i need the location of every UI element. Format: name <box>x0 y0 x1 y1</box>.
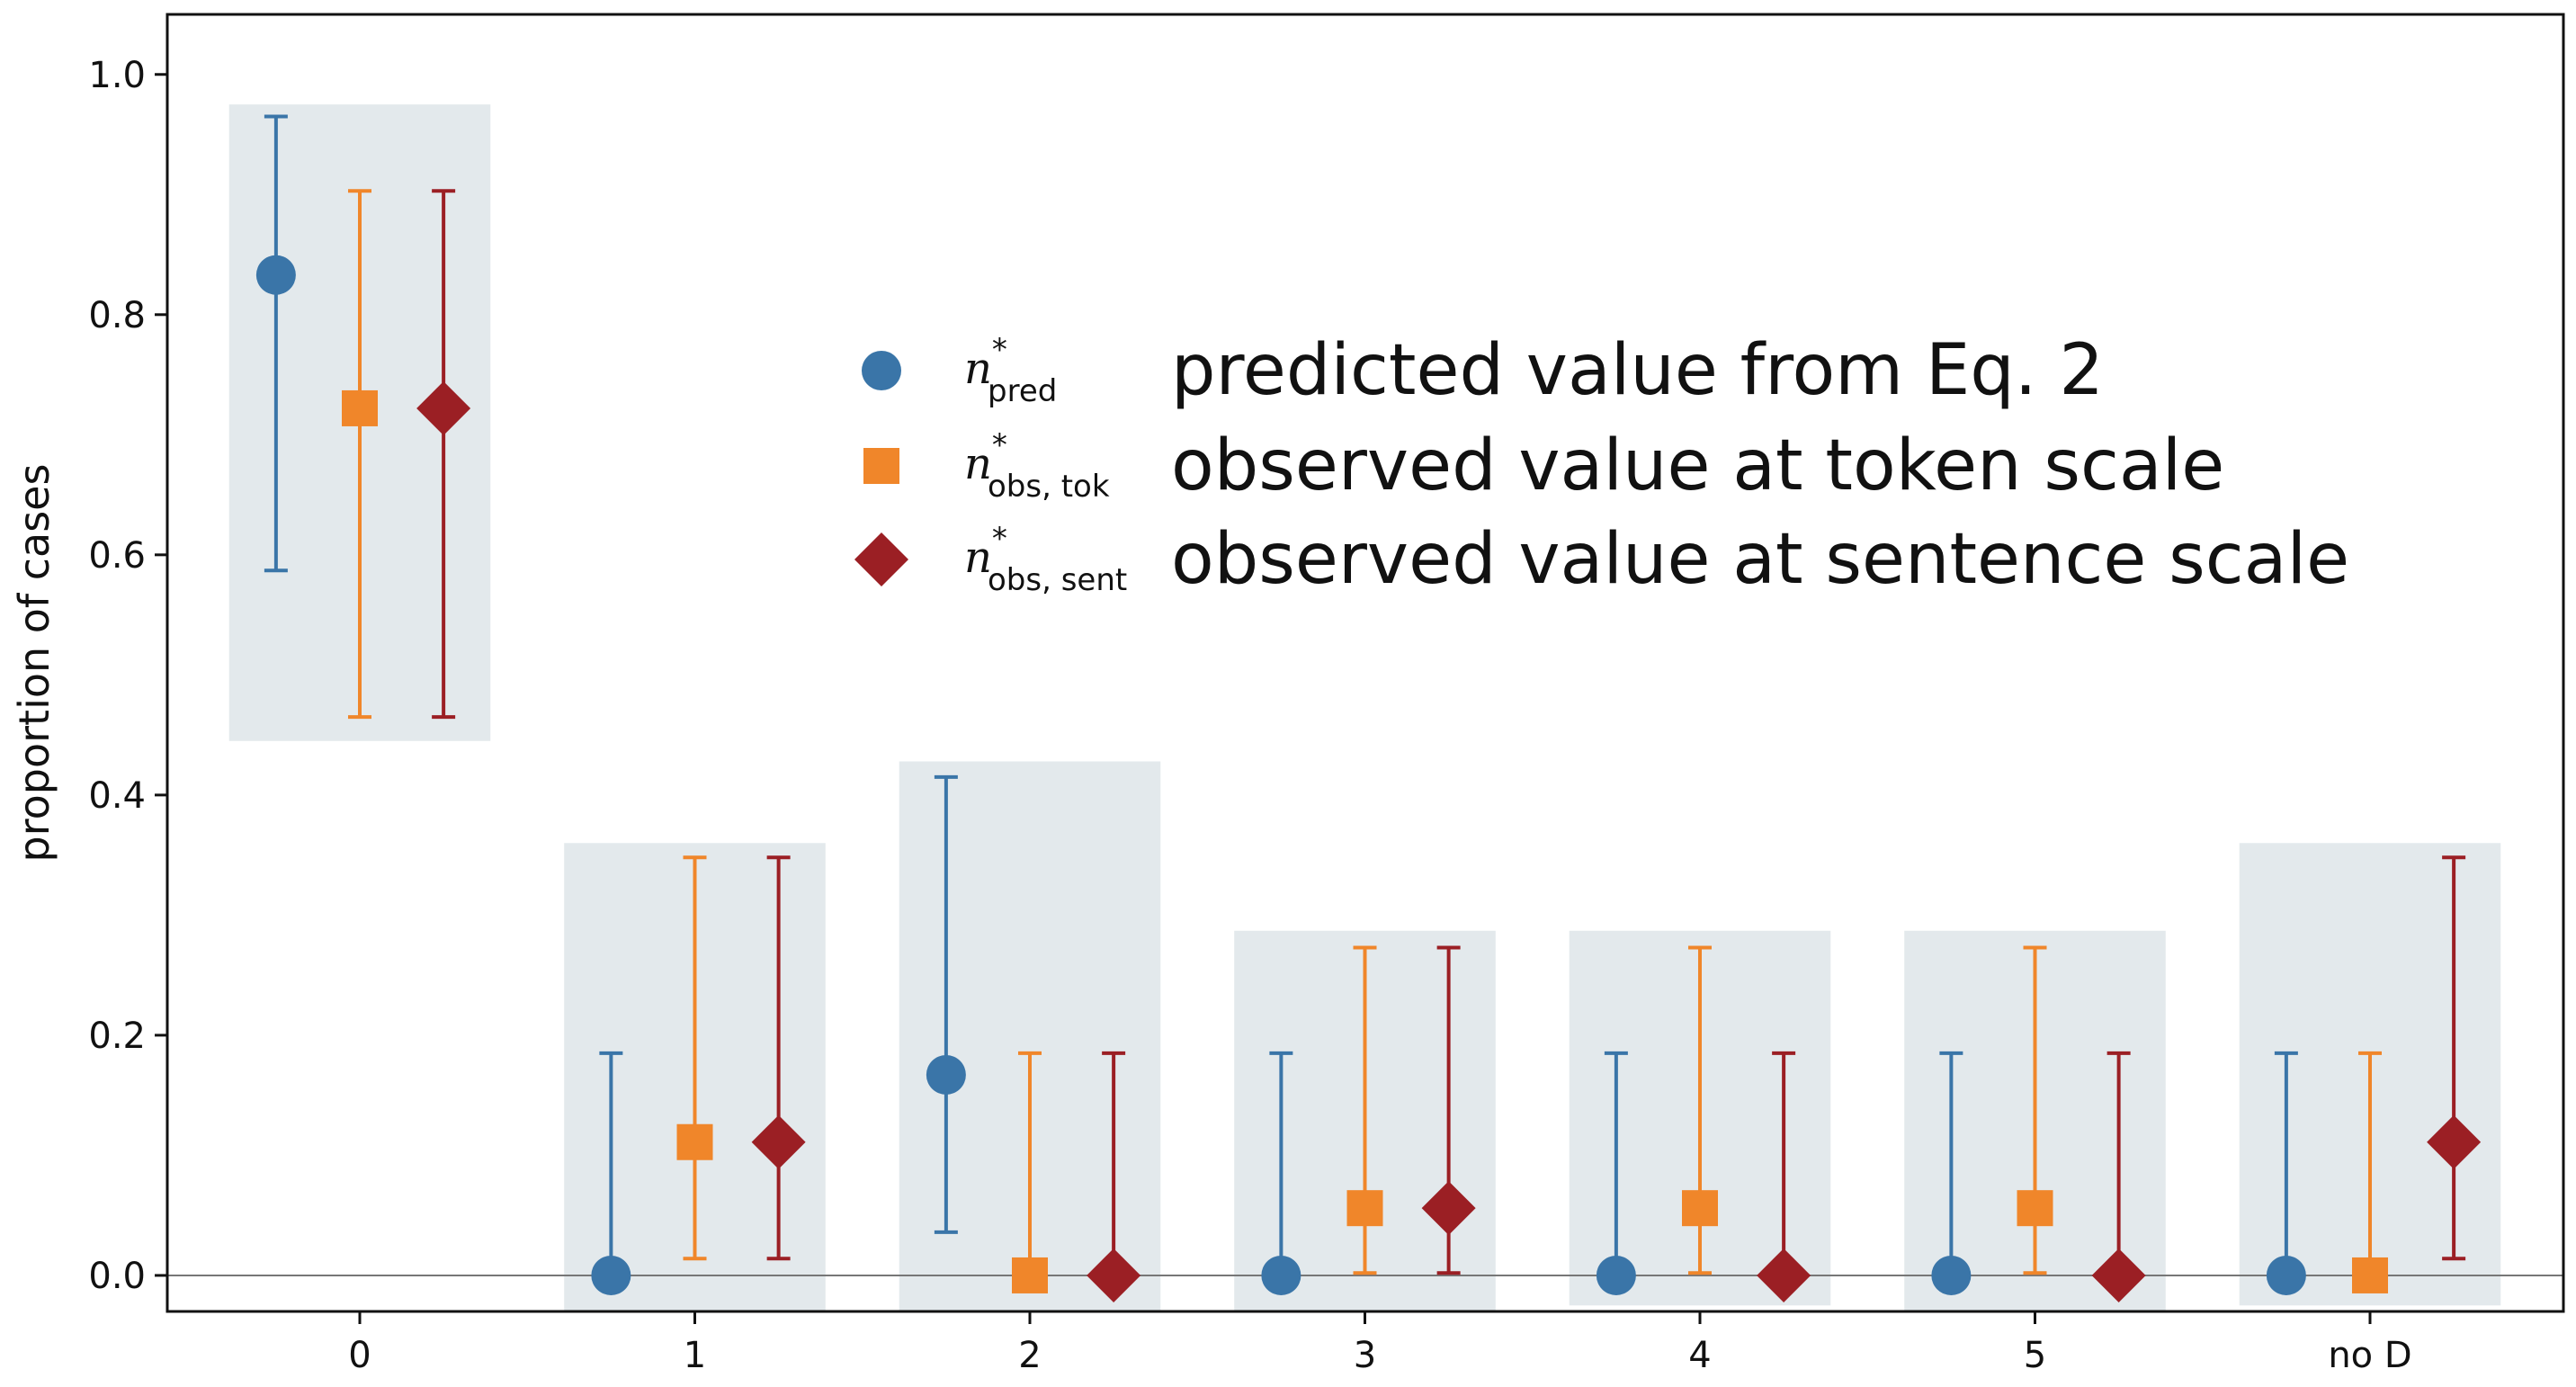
legend-marker-square <box>863 448 899 484</box>
x-tick-label: 3 <box>1354 1335 1376 1376</box>
y-tick-label: 1.0 <box>88 55 146 96</box>
point-circle-2 <box>926 1054 966 1095</box>
y-tick-label: 0.2 <box>88 1016 146 1057</box>
x-tick-label: 1 <box>684 1335 706 1376</box>
point-square-1 <box>676 1123 713 1160</box>
legend-symbol-circle: n* pred <box>964 332 1057 409</box>
legend-label-square: observed value at token scale <box>1171 425 2224 506</box>
point-diamond-5 <box>2091 1248 2146 1302</box>
x-tick-label: no D <box>2328 1335 2411 1376</box>
x-tick-label: 4 <box>1688 1335 1711 1376</box>
point-square-2 <box>1012 1257 1048 1293</box>
point-diamond-1 <box>751 1114 806 1169</box>
legend-label-diamond: observed value at sentence scale <box>1171 519 2349 600</box>
legend-symbol-diamond: n* obs, sent <box>964 521 1127 598</box>
y-axis: 0.0 0.2 0.4 0.6 0.8 1.0 <box>88 55 167 1297</box>
point-circle-1 <box>591 1255 631 1295</box>
point-circle-4 <box>1596 1255 1636 1295</box>
legend-marker-circle <box>862 351 901 390</box>
legend-marker-diamond <box>854 532 908 586</box>
data-marks <box>255 114 2482 1302</box>
x-axis: 0 1 2 3 4 5 no D <box>348 1311 2412 1376</box>
point-diamond-0 <box>416 380 471 435</box>
legend-symbol-square: n* obs, tok <box>964 427 1110 505</box>
x-tick-label: 0 <box>348 1335 371 1376</box>
x-tick-label: 5 <box>2024 1335 2046 1376</box>
point-circle-5 <box>1931 1255 1972 1295</box>
y-tick-label: 0.4 <box>88 775 146 817</box>
series-diamond <box>416 189 2482 1302</box>
point-diamond-3 <box>1421 1181 1476 1236</box>
point-diamond-2 <box>1087 1248 1141 1302</box>
point-diamond-no-D <box>2427 1114 2482 1169</box>
point-square-0 <box>342 389 378 426</box>
y-tick-label: 0.6 <box>88 535 146 577</box>
point-diamond-4 <box>1757 1248 1811 1302</box>
point-square-no-D <box>2352 1257 2388 1293</box>
series-square <box>342 189 2388 1293</box>
legend-label-circle: predicted value from Eq. 2 <box>1171 330 2104 411</box>
point-circle-0 <box>255 255 296 295</box>
y-axis-label: proportion of cases <box>10 464 58 863</box>
point-square-5 <box>2017 1190 2053 1227</box>
y-tick-label: 0.8 <box>88 295 146 336</box>
legend: n* pred predicted value from Eq. 2 n* obs, t… <box>854 330 2349 600</box>
x-tick-label: 2 <box>1018 1335 1041 1376</box>
series-circle <box>255 114 2306 1295</box>
point-square-3 <box>1346 1190 1383 1227</box>
y-tick-label: 0.0 <box>88 1256 146 1297</box>
point-square-4 <box>1682 1190 1718 1227</box>
point-circle-3 <box>1261 1255 1301 1295</box>
point-circle-no-D <box>2266 1255 2306 1295</box>
